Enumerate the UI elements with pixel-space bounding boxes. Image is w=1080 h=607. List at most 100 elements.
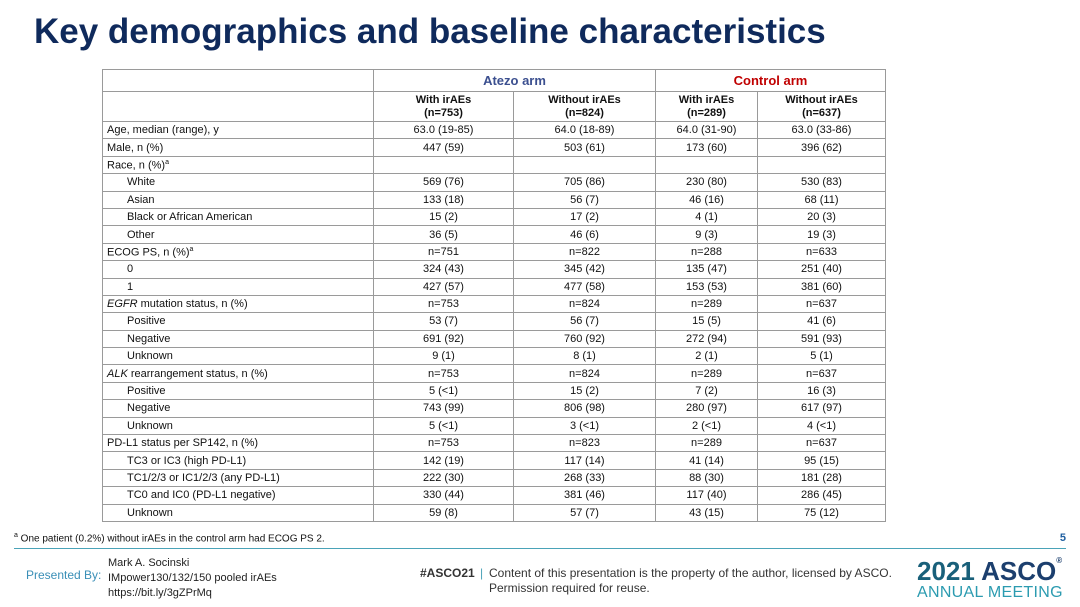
- label-text: TC0 and IC0 (PD-L1 negative): [127, 489, 276, 502]
- table-cell: 15 (2): [513, 381, 656, 401]
- row-label: ECOG PS, n (%)a: [102, 242, 374, 262]
- table-cell: 324 (43): [373, 260, 514, 279]
- row-label: ALK rearrangement status, n (%): [102, 364, 374, 383]
- label-text: Other: [127, 228, 155, 241]
- hashtag: #ASCO21: [420, 566, 475, 580]
- label-text: Male, n (%): [107, 141, 164, 154]
- table-row: 0 324 (43) 345 (42) 135 (47) 251 (40): [102, 260, 886, 279]
- column-header-line: (n=289): [687, 106, 726, 119]
- group-header-row: Atezo arm Control arm: [102, 69, 886, 92]
- table-cell: n=637: [757, 434, 886, 453]
- table-cell: 181 (28): [757, 468, 886, 488]
- table-cell: 56 (7): [513, 190, 656, 209]
- label-text: White: [127, 176, 156, 189]
- column-header-line: (n=637): [802, 106, 841, 119]
- column-header-line: With irAEs: [678, 93, 735, 106]
- row-label: Race, n (%)a: [102, 155, 374, 175]
- table-cell: 41 (6): [757, 312, 886, 331]
- table-cell: 57 (7): [513, 503, 656, 522]
- table-row: Negative 743 (99) 806 (98) 280 (97) 617 (97): [102, 399, 886, 418]
- table-cell: 806 (98): [513, 399, 656, 418]
- table-cell: 268 (33): [513, 468, 656, 488]
- table-cell: 173 (60): [655, 138, 758, 157]
- row-label: Negative: [102, 329, 374, 349]
- column-header-line: (n=824): [565, 106, 604, 119]
- table-cell: 5 (1): [757, 347, 886, 366]
- column-header-line: With irAEs: [415, 93, 472, 106]
- table-cell: 743 (99): [373, 399, 514, 418]
- row-label: 1: [102, 277, 374, 296]
- footnote: a One patient (0.2%) without irAEs in th…: [14, 532, 325, 544]
- logo-tagline: ANNUAL MEETING: [917, 584, 1063, 601]
- table-cell: 272 (94): [655, 329, 758, 349]
- table-row: Male, n (%) 447 (59) 503 (61) 173 (60) 396 (…: [102, 138, 886, 157]
- table-cell: n=288: [655, 242, 758, 262]
- label-text: Black or African American: [127, 211, 253, 224]
- label-text: 0: [127, 263, 134, 276]
- table-cell: n=823: [513, 434, 656, 453]
- table-cell: 15 (2): [373, 207, 514, 227]
- table-cell: n=751: [373, 242, 514, 262]
- table-cell: n=289: [655, 434, 758, 453]
- label-text: TC1/2/3 or IC1/2/3 (any PD-L1): [127, 472, 280, 484]
- table-row: TC3 or IC3 (high PD-L1) 142 (19) 117 (14) 4…: [102, 451, 886, 470]
- divider: [14, 548, 1066, 549]
- table-cell: 117 (14): [513, 451, 656, 470]
- table-cell: 617 (97): [757, 399, 886, 418]
- row-label: 0: [102, 260, 374, 279]
- table-cell: 133 (18): [373, 190, 514, 209]
- row-label: EGFR mutation status, n (%): [102, 294, 374, 314]
- empty-cell: [757, 155, 886, 175]
- footnote-marker: a: [189, 245, 194, 253]
- table-cell: 230 (80): [655, 173, 758, 192]
- row-label: Positive: [102, 381, 374, 401]
- empty-cell: [373, 155, 514, 175]
- table-cell: n=822: [513, 242, 656, 262]
- label-italic: EGFR: [107, 298, 138, 311]
- presenter-name: Mark A. Socinski: [108, 557, 190, 569]
- table-cell: 447 (59): [373, 138, 514, 157]
- column-header-line: Without irAEs: [548, 93, 621, 106]
- table-cell: 591 (93): [757, 329, 886, 349]
- table-cell: 153 (53): [655, 277, 758, 296]
- table-cell: 222 (30): [373, 468, 514, 488]
- table-cell: 59 (8): [373, 503, 514, 522]
- row-label: Other: [102, 225, 374, 244]
- row-label: Unknown: [102, 416, 374, 436]
- table-cell: 381 (60): [757, 277, 886, 296]
- table-row: Unknown 5 (<1) 3 (<1) 2 (<1) 4 (<1): [102, 416, 886, 436]
- table-row: ECOG PS, n (%)a n=751 n=822 n=288 n=633: [102, 242, 886, 262]
- link[interactable]: https://bit.ly/3gZPrMq: [108, 587, 212, 599]
- table-cell: 53 (7): [373, 312, 514, 331]
- empty-cell: [102, 91, 374, 122]
- table-cell: 286 (45): [757, 486, 886, 505]
- table-cell: 9 (1): [373, 347, 514, 366]
- table-cell: 56 (7): [513, 312, 656, 331]
- table-cell: n=289: [655, 364, 758, 383]
- table-row: Asian 133 (18) 56 (7) 46 (16) 68 (11): [102, 190, 886, 209]
- table-cell: 36 (5): [373, 225, 514, 244]
- presentation-name: IMpower130/132/150 pooled irAEs: [108, 572, 277, 584]
- table-cell: n=824: [513, 294, 656, 314]
- row-label: Asian: [102, 190, 374, 209]
- row-label: Unknown: [102, 503, 374, 522]
- label-text: Race, n (%): [107, 159, 166, 172]
- table-cell: 427 (57): [373, 277, 514, 296]
- table-cell: 396 (62): [757, 138, 886, 157]
- table-row: TC1/2/3 or IC1/2/3 (any PD-L1) 222 (30) 26…: [102, 468, 886, 488]
- column-header: Without irAEs (n=637): [757, 91, 886, 122]
- label-text: TC3 or IC3 (high PD-L1): [127, 454, 247, 467]
- label-text: Unknown: [127, 419, 173, 432]
- table-cell: 2 (<1): [655, 416, 758, 436]
- table-row: Unknown 59 (8) 57 (7) 43 (15) 75 (12): [102, 503, 886, 522]
- table-row: Unknown 9 (1) 8 (1) 2 (1) 5 (1): [102, 347, 886, 366]
- separator: |: [480, 566, 484, 580]
- column-header: With irAEs (n=753): [373, 91, 514, 122]
- table-cell: 9 (3): [655, 225, 758, 244]
- table-cell: n=753: [373, 434, 514, 453]
- label-text: Positive: [127, 315, 166, 328]
- footnote-marker: a: [165, 158, 169, 166]
- label-text: 1: [127, 280, 134, 293]
- empty-cell: [513, 155, 656, 175]
- table-cell: 135 (47): [655, 260, 758, 279]
